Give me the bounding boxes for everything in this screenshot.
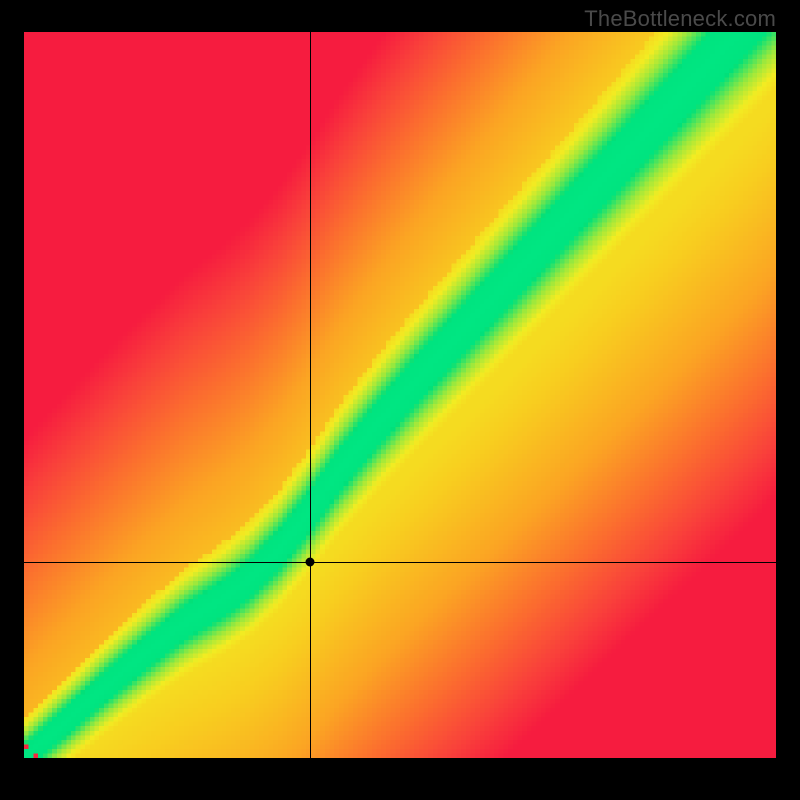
plot-area xyxy=(24,32,776,758)
watermark-text: TheBottleneck.com xyxy=(584,6,776,32)
heatmap-canvas xyxy=(24,32,776,758)
chart-container: TheBottleneck.com xyxy=(0,0,800,800)
